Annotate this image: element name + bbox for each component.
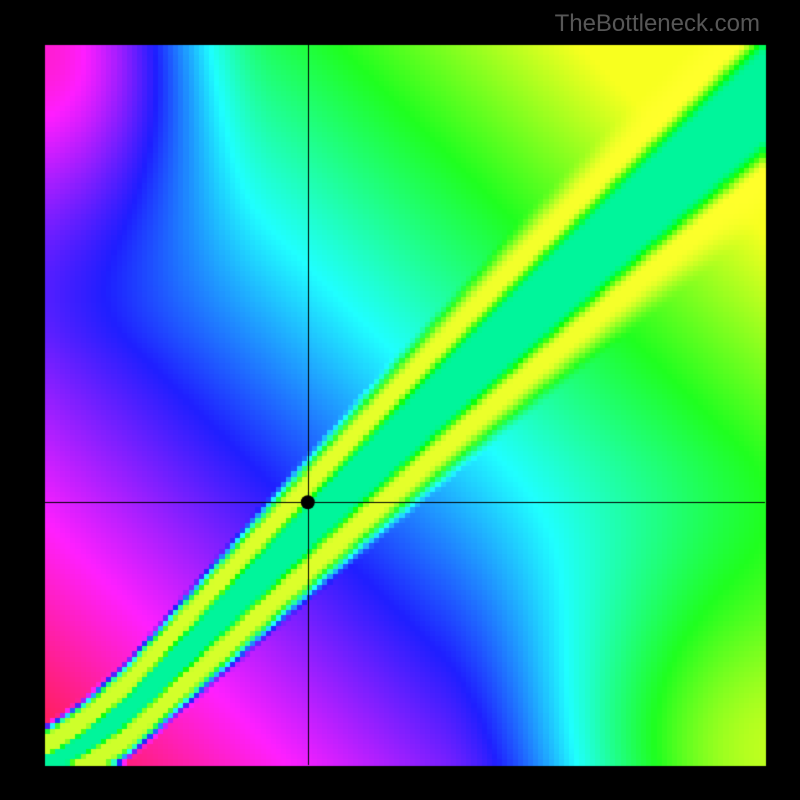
chart-container: TheBottleneck.com <box>0 0 800 800</box>
heatmap-canvas <box>0 0 800 800</box>
watermark-text: TheBottleneck.com <box>555 10 760 38</box>
